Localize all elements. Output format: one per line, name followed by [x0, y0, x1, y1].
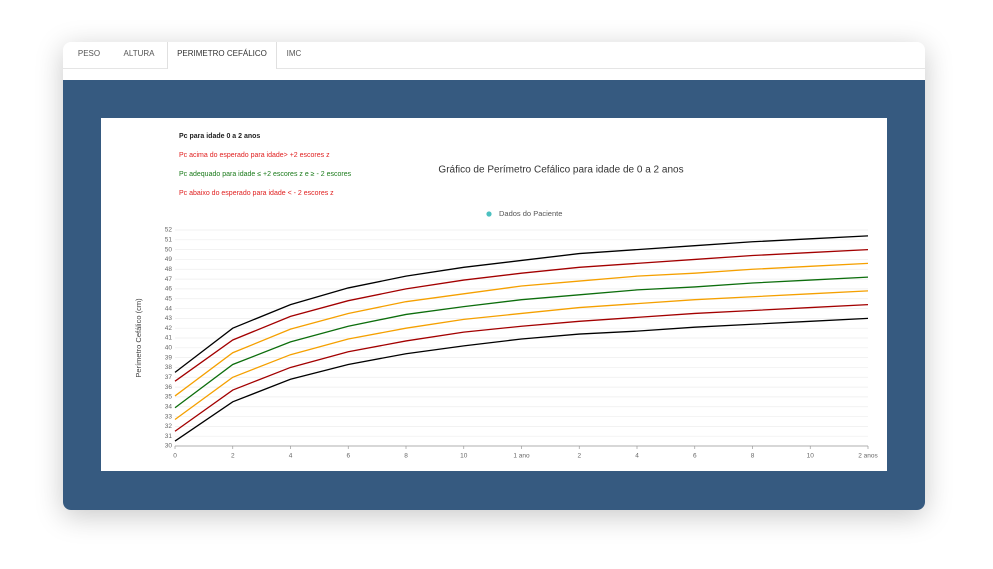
y-tick-label: 32: [165, 423, 173, 430]
y-tick-label: 38: [165, 364, 173, 371]
series-line: [174, 303, 869, 432]
x-tick-label: 4: [289, 453, 293, 460]
y-tick-label: 36: [165, 384, 173, 391]
y-tick-label: 41: [165, 335, 173, 342]
x-tick-label: 6: [693, 453, 697, 460]
x-tick-label: 8: [404, 453, 408, 460]
y-tick-label: 31: [165, 433, 173, 440]
chart: Gráfico de Perímetro Cefálico para idade…: [101, 118, 887, 471]
note: Pc abaixo do esperado para idade < - 2 e…: [179, 190, 334, 197]
y-tick-label: 47: [165, 276, 173, 283]
x-tick-label: 10: [807, 453, 815, 460]
y-tick-label: 43: [165, 315, 173, 322]
series-line: [174, 276, 869, 409]
x-tick-label: 1 ano: [513, 453, 530, 460]
y-tick-label: 50: [165, 246, 173, 253]
y-tick-label: 35: [165, 394, 173, 401]
x-tick-label: 2: [231, 453, 235, 460]
tab[interactable]: IMC: [286, 49, 302, 58]
x-tick-label: 0: [173, 453, 177, 460]
series-line: [174, 262, 869, 397]
y-tick-label: 37: [165, 374, 173, 381]
x-tick-label: 8: [751, 453, 755, 460]
y-tick-label: 49: [165, 256, 173, 263]
legend-marker: [486, 211, 492, 217]
y-axis-label: Perímetro Cefálico (cm): [134, 298, 143, 378]
legend-label: Dados do Paciente: [499, 209, 562, 218]
y-tick-label: 42: [165, 325, 173, 332]
note: Pc para idade 0 a 2 anos: [179, 133, 260, 140]
tab-bar: PESO ALTURA PERIMETRO CEFÁLICO IMC: [63, 42, 925, 69]
x-tick-label: 10: [460, 453, 468, 460]
card: PESO ALTURA PERIMETRO CEFÁLICO IMC Gráfico …: [63, 42, 925, 510]
x-tick-label: 2: [577, 453, 581, 460]
series-line: [174, 248, 869, 382]
tab[interactable]: PESO: [77, 49, 101, 58]
y-tick-label: 40: [165, 345, 173, 352]
y-tick-label: 46: [165, 286, 173, 293]
y-tick-label: 39: [165, 354, 173, 361]
chart-title: Gráfico de Perímetro Cefálico para idade…: [438, 165, 683, 176]
y-tick-label: 44: [165, 305, 173, 312]
x-tick-label: 2 anos: [858, 453, 878, 460]
series-line: [174, 290, 869, 421]
x-tick-label: 6: [346, 453, 350, 460]
tab[interactable]: PERIMETRO CEFÁLICO: [167, 42, 277, 69]
y-tick-label: 48: [165, 266, 173, 273]
y-tick-label: 51: [165, 237, 173, 244]
x-tick-label: 4: [635, 453, 639, 460]
y-tick-label: 52: [165, 227, 173, 234]
y-tick-label: 45: [165, 295, 173, 302]
tab[interactable]: ALTURA: [123, 49, 155, 58]
y-tick-label: 34: [165, 403, 173, 410]
note: Pc adequado para idade ≤ +2 escores z e …: [179, 171, 352, 178]
y-tick-label: 30: [165, 443, 173, 450]
note: Pc acima do esperado para idade> +2 esco…: [179, 152, 330, 159]
y-tick-label: 33: [165, 413, 173, 420]
series-line: [174, 235, 869, 373]
series-line: [174, 317, 869, 442]
